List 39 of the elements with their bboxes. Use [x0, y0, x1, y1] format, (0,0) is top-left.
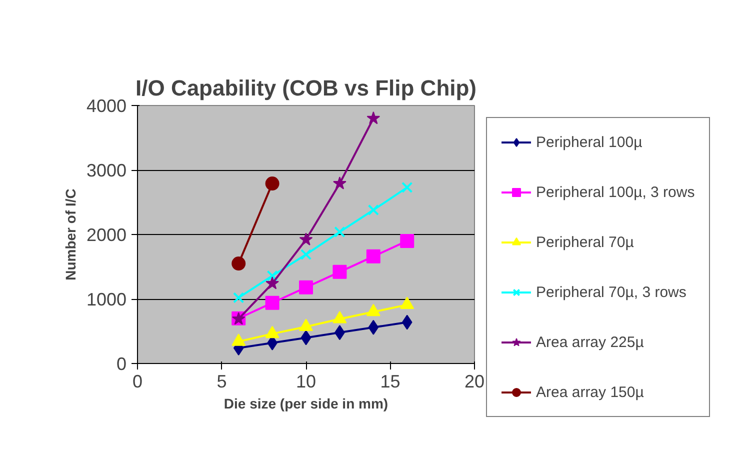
point — [232, 256, 246, 271]
point — [402, 314, 412, 330]
y-tick-label: 0 — [116, 354, 127, 374]
point — [265, 176, 280, 191]
point — [368, 320, 379, 335]
legend-label: Area array 150µ — [536, 384, 644, 400]
x-tick-label: 5 — [216, 372, 227, 392]
legend-label: Peripheral 70µ, 3 rows — [536, 284, 686, 300]
x-tick-label: 0 — [132, 372, 143, 392]
point — [334, 226, 346, 238]
y-axis-title: Number of I/C — [62, 188, 78, 280]
legend-label: Peripheral 70µ — [536, 234, 634, 250]
point — [266, 276, 279, 290]
point — [400, 234, 414, 248]
point — [402, 182, 413, 194]
y-tick-label: 2000 — [86, 225, 127, 245]
point — [299, 232, 313, 246]
legend-label: Peripheral 100µ — [536, 134, 642, 150]
y-tick-label: 4000 — [86, 96, 127, 116]
y-tick-label: 1000 — [86, 290, 127, 310]
point — [366, 111, 380, 124]
point — [233, 292, 244, 304]
x-tick-label: 15 — [380, 372, 400, 392]
x-tick-label: 20 — [464, 372, 485, 392]
point — [366, 249, 380, 264]
chart-title: I/O Capability (COB vs Flip Chip) — [135, 76, 477, 100]
point — [332, 264, 347, 279]
point — [368, 204, 379, 216]
y-tick-label: 3000 — [86, 160, 127, 180]
legend-label: Area array 225µ — [536, 334, 644, 350]
x-tick-label: 10 — [296, 372, 316, 392]
point — [300, 330, 312, 346]
point — [265, 296, 280, 310]
point — [299, 280, 313, 294]
x-axis-title: Die size (per side in mm) — [224, 396, 388, 412]
point — [333, 176, 346, 190]
point — [266, 270, 278, 282]
point — [300, 248, 312, 260]
legend-label: Peripheral 100µ, 3 rows — [536, 184, 695, 200]
